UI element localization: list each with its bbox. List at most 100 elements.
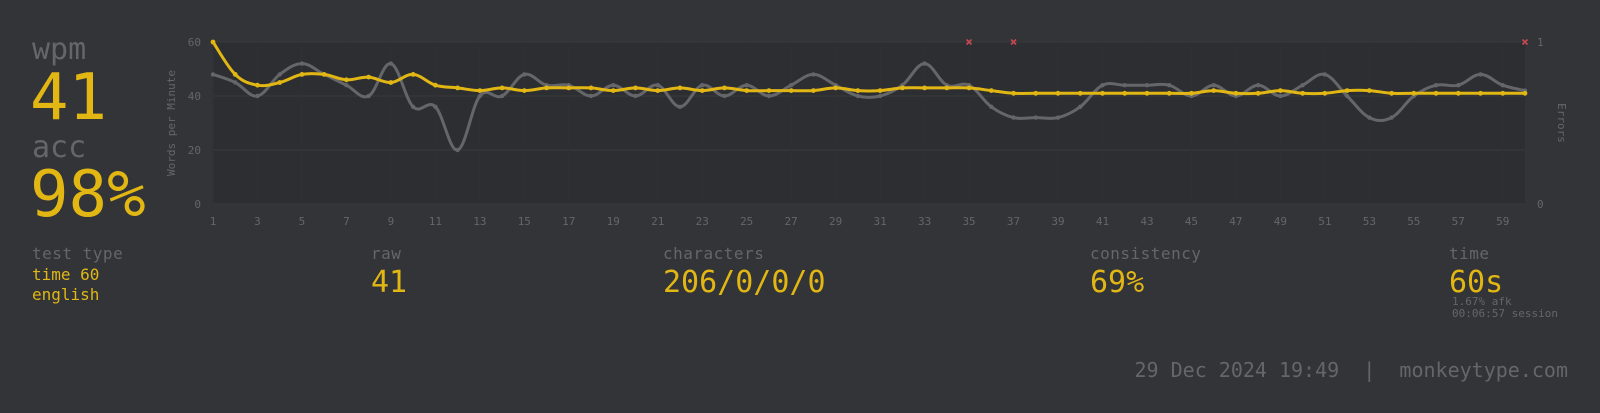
raw-point xyxy=(877,93,883,99)
raw-point xyxy=(811,72,816,77)
footer-separator: | xyxy=(1363,358,1376,382)
consistency-label: consistency xyxy=(1090,244,1202,263)
test-type-language: english xyxy=(32,285,100,304)
raw-point xyxy=(433,104,438,110)
raw-point xyxy=(1011,115,1016,120)
wpm-point xyxy=(477,88,483,93)
time-label: time xyxy=(1449,244,1490,263)
footer-site[interactable]: monkeytype.com xyxy=(1399,358,1568,382)
raw-point xyxy=(499,93,505,99)
raw-point xyxy=(1278,93,1283,99)
raw-point xyxy=(788,83,794,88)
wpm-point xyxy=(1144,90,1150,96)
wpm-point xyxy=(521,88,527,93)
raw-point xyxy=(1322,72,1328,77)
x-tick-label: 41 xyxy=(1096,215,1109,228)
raw-point xyxy=(210,72,216,77)
x-tick-label: 21 xyxy=(651,215,664,228)
y-tick-label: 60 xyxy=(188,36,201,49)
wpm-point xyxy=(344,77,349,83)
x-tick-label: 1 xyxy=(210,215,217,228)
plot-area xyxy=(213,42,1525,204)
footer-datetime: 29 Dec 2024 19:49 xyxy=(1134,358,1340,382)
test-type-label: test type xyxy=(32,244,124,263)
wpm-point xyxy=(610,88,616,93)
wpm-point xyxy=(1500,90,1506,96)
x-tick-label: 49 xyxy=(1274,215,1287,228)
x-tick-label: 9 xyxy=(388,215,395,228)
acc-label: acc xyxy=(32,130,87,165)
wpm-point xyxy=(766,88,772,93)
raw-point xyxy=(1033,115,1038,120)
raw-point xyxy=(655,83,660,88)
wpm-series xyxy=(210,39,1528,96)
raw-point xyxy=(1500,83,1505,88)
error-point xyxy=(1521,38,1529,46)
time-value: 60s xyxy=(1449,265,1504,300)
error-point xyxy=(1010,38,1017,46)
wpm-point xyxy=(1366,88,1372,93)
wpm-point xyxy=(1433,90,1439,96)
wpm-point xyxy=(833,85,839,91)
wpm-point xyxy=(1300,90,1306,96)
y-axis-label: Words per Minute xyxy=(165,70,178,176)
wpm-point xyxy=(1100,90,1105,96)
wpm-point xyxy=(1077,90,1083,96)
x-tick-label: 29 xyxy=(829,215,842,228)
raw-point xyxy=(722,93,727,99)
raw-point xyxy=(1255,83,1261,88)
wpm-point xyxy=(1455,90,1461,96)
wpm-point xyxy=(633,85,638,91)
x-tick-label: 23 xyxy=(696,215,709,228)
raw-point xyxy=(1167,83,1172,88)
raw-point xyxy=(1389,115,1394,120)
raw-point xyxy=(277,72,282,77)
error-mark xyxy=(966,38,973,46)
wpm-point xyxy=(544,85,549,91)
x-tick-label: 7 xyxy=(343,215,350,228)
wpm-point xyxy=(499,85,505,91)
raw-point xyxy=(1144,83,1150,88)
wpm-point xyxy=(1322,90,1328,96)
wpm-label: wpm xyxy=(32,32,87,67)
footer: 29 Dec 2024 19:49 | monkeytype.com xyxy=(1134,358,1568,382)
wpm-point xyxy=(966,85,972,91)
wpm-point xyxy=(232,72,238,77)
wpm-point xyxy=(855,88,861,93)
x-tick-label: 39 xyxy=(1051,215,1064,228)
x-tick-label: 3 xyxy=(254,215,261,228)
wpm-point xyxy=(588,85,594,91)
raw-point xyxy=(455,147,460,153)
raw-point xyxy=(744,83,749,88)
wpm-point xyxy=(788,88,794,93)
raw-point xyxy=(477,93,483,99)
raw-point xyxy=(766,93,772,99)
wpm-point xyxy=(1033,90,1039,96)
raw-point xyxy=(588,93,594,99)
raw-point xyxy=(633,93,638,99)
raw-point xyxy=(1344,93,1350,99)
raw-label: raw xyxy=(371,244,402,263)
wpm-point xyxy=(410,72,416,77)
y2-axis-label: Errors xyxy=(1555,103,1568,143)
wpm-point xyxy=(432,82,438,88)
x-tick-label: 45 xyxy=(1185,215,1198,228)
raw-point xyxy=(255,93,260,99)
wpm-point xyxy=(655,88,661,93)
x-tick-label: 53 xyxy=(1363,215,1376,228)
error-point xyxy=(966,38,973,46)
raw-point xyxy=(233,80,238,85)
wpm-point xyxy=(922,85,927,91)
wpm-point xyxy=(811,88,816,93)
wpm-point xyxy=(877,88,883,93)
wpm-point xyxy=(1411,90,1417,96)
y-axis-ticks: 0 20 40 60 xyxy=(188,36,201,211)
wpm-point xyxy=(1522,90,1528,96)
raw-point xyxy=(1211,83,1216,88)
wpm-point xyxy=(388,80,394,85)
wpm-point xyxy=(566,85,572,91)
x-tick-label: 25 xyxy=(740,215,753,228)
wpm-point xyxy=(1011,90,1016,96)
error-series xyxy=(966,38,1529,46)
